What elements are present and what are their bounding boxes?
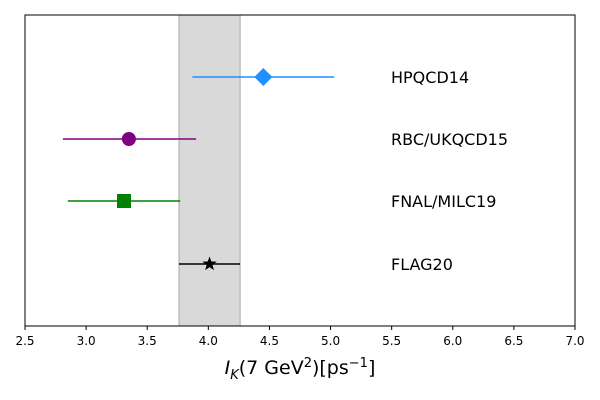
series-label: RBC/UKQCD15 — [391, 130, 508, 149]
x-axis: 2.5 3.0 3.5 4.0 4.5 5.0 5.5 6.0 6.5 7.0 — [15, 326, 585, 348]
plot-frame — [24, 14, 576, 327]
flag-average-band — [178, 14, 241, 327]
x-tick-label: 7.0 — [565, 334, 584, 348]
x-axis-label-units-exponent: −1 — [349, 356, 368, 371]
x-tick-label: 6.5 — [504, 334, 523, 348]
series-label: HPQCD14 — [391, 68, 469, 87]
x-axis-label-units: )[ps — [312, 357, 349, 379]
x-axis-label-end: ] — [368, 357, 375, 379]
x-tick-label: 4.0 — [199, 334, 218, 348]
x-tick-label: 5.5 — [382, 334, 401, 348]
x-axis-label-symbol: I — [225, 357, 231, 379]
data-point-diamond — [254, 68, 273, 86]
x-axis-label: IK(7 GeV2)[ps−1] — [225, 356, 376, 383]
x-tick-label: 3.5 — [138, 334, 157, 348]
x-tick-label: 2.5 — [15, 334, 34, 348]
x-axis-label-text: (7 GeV — [239, 357, 304, 379]
series-label: FLAG20 — [391, 255, 453, 274]
data-marks: HPQCD14 RBC/UKQCD15 FNAL/MILC19 FLAG20 — [62, 68, 508, 274]
data-point-star — [202, 256, 217, 271]
x-axis-label-superscript: 2 — [304, 356, 312, 371]
data-point-circle — [121, 132, 136, 146]
x-tick-label: 5.0 — [321, 334, 340, 348]
data-point-square — [117, 194, 131, 208]
x-tick-label: 4.5 — [260, 334, 279, 348]
x-axis-label-subscript: K — [230, 368, 240, 383]
x-tick-label: 3.0 — [77, 334, 96, 348]
series-label: FNAL/MILC19 — [391, 192, 496, 211]
x-tick-label: 6.0 — [443, 334, 462, 348]
